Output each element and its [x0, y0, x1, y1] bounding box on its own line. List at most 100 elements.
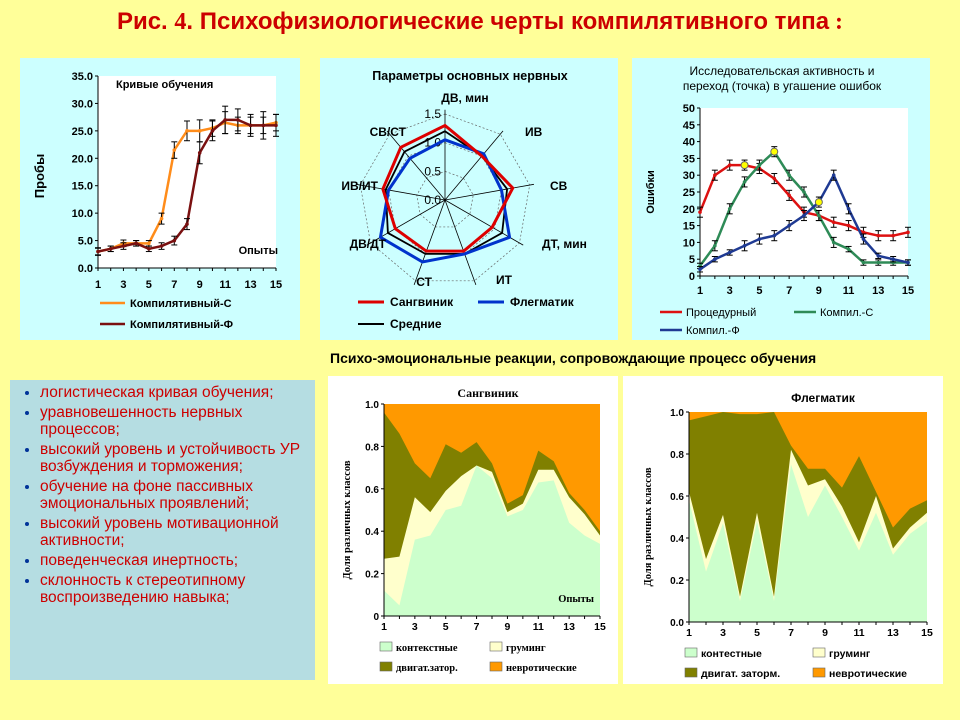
- y-tick-label: 5: [689, 254, 695, 266]
- x-tick-label: 15: [594, 621, 606, 633]
- y-tick-label: 0.4: [365, 527, 379, 538]
- data-point: [831, 173, 836, 177]
- x-tick-label: 15: [270, 279, 282, 291]
- legend-swatch: [379, 661, 393, 672]
- x-axis-title: Опыты: [239, 245, 278, 257]
- y-tick-label: 0.8: [670, 450, 684, 461]
- data-point: [787, 223, 791, 228]
- data-point: [223, 118, 227, 122]
- data-point: [757, 163, 762, 167]
- data-point: [742, 243, 747, 248]
- y-tick-label: 20: [683, 204, 695, 216]
- legend-swatch: [684, 647, 698, 658]
- x-tick-label: 5: [756, 285, 762, 297]
- y-tick-label: 0.8: [365, 442, 379, 453]
- trait-item: склонность к стереотипному воспроизведен…: [40, 572, 309, 606]
- data-point: [727, 207, 732, 211]
- legend-label: двигат.затор.: [396, 663, 458, 674]
- x-tick-label: 11: [219, 279, 231, 291]
- y-tick-label: 35.0: [72, 71, 93, 83]
- data-point: [108, 247, 113, 251]
- data-point: [96, 249, 100, 254]
- data-point: [134, 241, 138, 246]
- y-tick-label: 25.0: [72, 126, 93, 138]
- traits-list: логистическая кривая обучения; уравновеше…: [10, 380, 315, 680]
- radar-spoke: [444, 199, 477, 285]
- legend-label: Компил.-Ф: [686, 325, 740, 337]
- data-point: [772, 233, 777, 238]
- area-band: [384, 465, 600, 616]
- legend-label: груминг: [829, 648, 871, 660]
- data-point: [742, 180, 747, 184]
- x-tick-label: 11: [533, 621, 544, 633]
- data-point: [757, 237, 762, 241]
- x-tick-label: 1: [381, 621, 387, 633]
- x-tick-label: 13: [244, 279, 256, 291]
- area-band: [689, 464, 927, 622]
- x-tick-label: 11: [843, 285, 855, 297]
- chart-title: Сангвиник: [457, 386, 518, 400]
- trait-item: обучение на фоне пассивных эмоциональных…: [40, 478, 309, 512]
- data-point: [727, 250, 732, 255]
- data-point: [274, 123, 278, 128]
- x-tick-label: 7: [786, 285, 792, 297]
- data-point: [802, 190, 806, 194]
- data-point: [713, 243, 717, 248]
- data-point: [802, 213, 806, 218]
- data-point: [876, 260, 881, 265]
- radar-grid: [416, 170, 474, 228]
- data-point: [787, 193, 791, 198]
- data-point: [891, 257, 895, 261]
- chart-subtitle: переход (точка) в угашение ошибок: [683, 79, 882, 93]
- y-tick-label: 0.4: [670, 534, 684, 545]
- radar-spoke: [386, 130, 446, 201]
- x-tick-label: 9: [816, 285, 822, 297]
- radar-axis-label: ДТ, мин: [542, 237, 587, 251]
- legend-swatch: [489, 661, 503, 672]
- data-point: [185, 222, 189, 226]
- x-tick-label: 5: [146, 279, 152, 291]
- y-tick-label: 0.0: [78, 263, 93, 275]
- x-tick-label: 13: [563, 621, 575, 633]
- y-tick-label: 40: [683, 137, 695, 149]
- y-axis-title: Доля различных классов: [643, 467, 654, 586]
- x-tick-label: 13: [872, 285, 884, 297]
- data-point: [121, 244, 126, 248]
- y-tick-label: 1.0: [365, 400, 379, 411]
- y-tick-label: 5.0: [78, 236, 93, 248]
- radar-axis-label: ИТ: [496, 273, 513, 287]
- data-point: [147, 247, 151, 251]
- x-tick-label: 11: [853, 627, 864, 639]
- learning-curves-chart: 0.0 5.0 10.0 15.0 20.0 25.0 30.0 35.0 1 3 5 7 9 11 13 1…: [20, 58, 300, 340]
- data-point: [906, 230, 910, 235]
- data-point: [906, 260, 910, 265]
- data-point: [713, 257, 717, 261]
- data-point: [236, 118, 240, 122]
- data-point: [159, 244, 164, 248]
- data-point: [787, 173, 791, 177]
- data-point: [831, 220, 836, 225]
- legend-label: Процедурный: [686, 307, 756, 319]
- x-tick-label: 1: [697, 285, 703, 297]
- x-tick-label: 15: [902, 285, 914, 297]
- data-point: [172, 238, 177, 243]
- page-title: Рис. 4. Психофизиологические черты компи…: [116, 8, 844, 35]
- y-tick-label: 25: [683, 187, 695, 199]
- legend-swatch: [812, 667, 826, 678]
- radar-tick-label: 1.5: [424, 107, 441, 121]
- radar-spoke: [356, 183, 446, 201]
- x-tick-label: 9: [822, 627, 828, 639]
- emotional-reactions-header: Психо-эмоциональные реакции, сопровождаю…: [330, 350, 817, 366]
- data-point: [891, 233, 895, 238]
- transition-point: [740, 161, 749, 170]
- data-point: [172, 148, 177, 152]
- legend-label: Компил.-С: [820, 307, 873, 319]
- data-point: [727, 163, 732, 167]
- y-tick-label: 30: [683, 170, 695, 182]
- trait-item: логистическая кривая обучения;: [40, 384, 309, 401]
- trait-item: высокий уровень и устойчивость УР возбуж…: [40, 441, 309, 475]
- y-tick-label: 45: [683, 120, 695, 132]
- x-tick-label: 5: [754, 627, 760, 639]
- data-point: [861, 237, 866, 241]
- data-point: [147, 241, 151, 246]
